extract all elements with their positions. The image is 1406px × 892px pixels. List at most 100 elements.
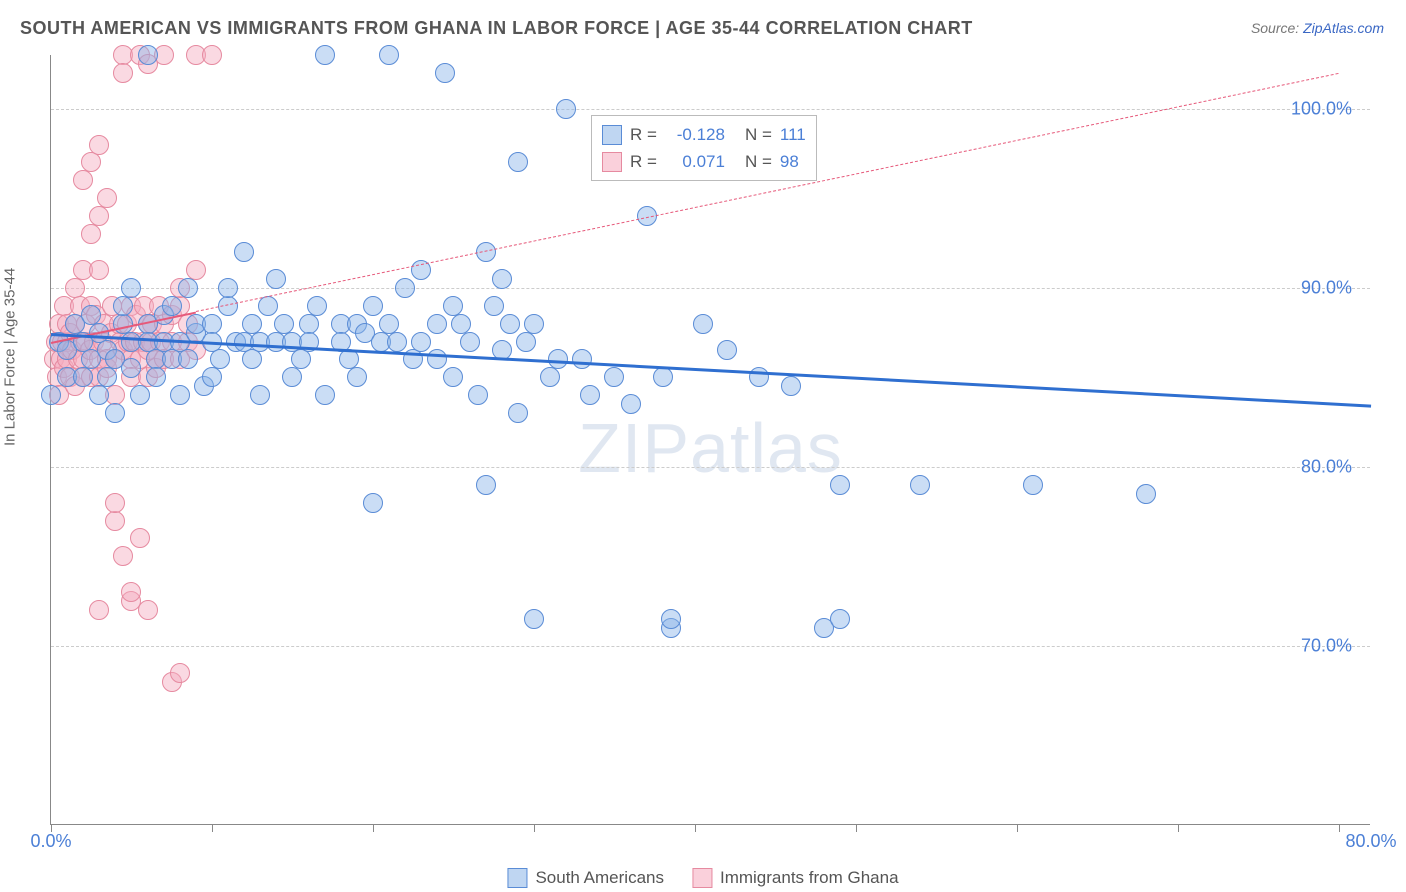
- data-point: [250, 385, 270, 405]
- data-point: [347, 367, 367, 387]
- legend-label: South Americans: [535, 868, 664, 888]
- data-point: [170, 663, 190, 683]
- x-tick: [373, 824, 374, 832]
- legend-swatch: [507, 868, 527, 888]
- data-point: [411, 332, 431, 352]
- data-point: [81, 224, 101, 244]
- data-point: [81, 152, 101, 172]
- data-point: [476, 475, 496, 495]
- source-link[interactable]: ZipAtlas.com: [1303, 20, 1384, 36]
- legend-swatch: [602, 152, 622, 172]
- r-value: 0.071: [665, 148, 725, 175]
- data-point: [138, 600, 158, 620]
- data-point: [1023, 475, 1043, 495]
- data-point: [121, 358, 141, 378]
- data-point: [89, 600, 109, 620]
- correlation-legend: R =-0.128N =111R =0.071N =98: [591, 115, 817, 181]
- data-point: [121, 278, 141, 298]
- y-tick-label: 80.0%: [1301, 456, 1352, 477]
- n-value: 111: [780, 121, 806, 148]
- data-point: [315, 385, 335, 405]
- data-point: [113, 546, 133, 566]
- data-point: [910, 475, 930, 495]
- r-label: R =: [630, 148, 657, 175]
- data-point: [781, 376, 801, 396]
- trend-line: [51, 333, 1371, 408]
- plot-area: ZIPatlas R =-0.128N =111R =0.071N =98 70…: [50, 55, 1370, 825]
- x-tick: [1339, 824, 1340, 832]
- data-point: [363, 296, 383, 316]
- legend-item: South Americans: [507, 868, 664, 888]
- data-point: [89, 135, 109, 155]
- grid-line: [51, 288, 1370, 289]
- grid-line: [51, 467, 1370, 468]
- data-point: [443, 367, 463, 387]
- data-point: [693, 314, 713, 334]
- data-point: [524, 609, 544, 629]
- data-point: [162, 296, 182, 316]
- data-point: [97, 188, 117, 208]
- series-legend: South AmericansImmigrants from Ghana: [507, 868, 898, 888]
- data-point: [460, 332, 480, 352]
- legend-row: R =-0.128N =111: [602, 121, 806, 148]
- source-attribution: Source: ZipAtlas.com: [1251, 20, 1384, 36]
- grid-line: [51, 109, 1370, 110]
- data-point: [218, 278, 238, 298]
- data-point: [41, 385, 61, 405]
- data-point: [363, 493, 383, 513]
- data-point: [138, 45, 158, 65]
- data-point: [291, 349, 311, 369]
- data-point: [105, 493, 125, 513]
- y-tick-label: 70.0%: [1301, 635, 1352, 656]
- n-label: N =: [745, 148, 772, 175]
- data-point: [89, 385, 109, 405]
- data-point: [146, 367, 166, 387]
- grid-line: [51, 646, 1370, 647]
- data-point: [202, 367, 222, 387]
- data-point: [508, 152, 528, 172]
- data-point: [516, 332, 536, 352]
- data-point: [242, 349, 262, 369]
- data-point: [435, 63, 455, 83]
- n-value: 98: [780, 148, 799, 175]
- r-value: -0.128: [665, 121, 725, 148]
- chart-title: SOUTH AMERICAN VS IMMIGRANTS FROM GHANA …: [20, 18, 973, 39]
- data-point: [379, 45, 399, 65]
- r-label: R =: [630, 121, 657, 148]
- data-point: [717, 340, 737, 360]
- data-point: [282, 367, 302, 387]
- data-point: [202, 45, 222, 65]
- x-tick: [1178, 824, 1179, 832]
- data-point: [258, 296, 278, 316]
- data-point: [130, 385, 150, 405]
- x-tick-label: 80.0%: [1345, 831, 1396, 852]
- data-point: [427, 349, 447, 369]
- data-point: [105, 511, 125, 531]
- x-tick: [695, 824, 696, 832]
- data-point: [315, 45, 335, 65]
- y-tick-label: 90.0%: [1301, 277, 1352, 298]
- data-point: [97, 367, 117, 387]
- y-tick-label: 100.0%: [1291, 98, 1352, 119]
- x-tick: [212, 824, 213, 832]
- data-point: [1136, 484, 1156, 504]
- data-point: [580, 385, 600, 405]
- data-point: [210, 349, 230, 369]
- data-point: [170, 385, 190, 405]
- data-point: [653, 367, 673, 387]
- x-tick-label: 0.0%: [30, 831, 71, 852]
- x-tick: [856, 824, 857, 832]
- data-point: [65, 278, 85, 298]
- data-point: [540, 367, 560, 387]
- source-prefix: Source:: [1251, 20, 1303, 36]
- data-point: [484, 296, 504, 316]
- data-point: [73, 367, 93, 387]
- data-point: [73, 170, 93, 190]
- data-point: [556, 99, 576, 119]
- data-point: [113, 63, 133, 83]
- data-point: [524, 314, 544, 334]
- x-tick: [1017, 824, 1018, 832]
- data-point: [307, 296, 327, 316]
- data-point: [395, 278, 415, 298]
- data-point: [621, 394, 641, 414]
